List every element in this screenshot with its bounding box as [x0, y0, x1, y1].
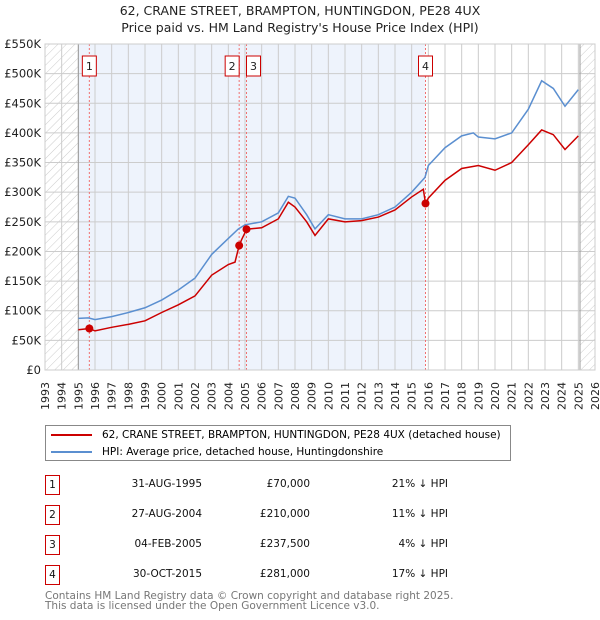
- sale-point: [242, 225, 251, 234]
- x-tick-label: 2017: [439, 382, 452, 410]
- x-tick-label: 2005: [239, 382, 252, 410]
- plot-border: [44, 43, 596, 371]
- sale-row: 4 30-OCT-2015 £281,000 17% ↓ HPI: [45, 565, 448, 585]
- y-tick-label: £500K: [4, 67, 41, 81]
- y-tick-label: £200K: [4, 244, 41, 258]
- sale-row: 1 31-AUG-1995 £70,000 21% ↓ HPI: [45, 475, 448, 495]
- x-tick-label: 1997: [106, 382, 119, 410]
- sale-number-badge: 1: [45, 475, 60, 495]
- y-tick-label: £150K: [4, 274, 41, 288]
- y-tick-label: £450K: [4, 96, 41, 110]
- sale-date: 31-AUG-1995: [131, 478, 202, 490]
- sale-number-box: [246, 55, 261, 77]
- sale-price: £281,000: [259, 568, 310, 580]
- sale-date: 04-FEB-2005: [134, 538, 202, 550]
- sale-number-label: 3: [250, 60, 257, 73]
- sale-date: 27-AUG-2004: [131, 508, 202, 520]
- y-tick-label: £0: [26, 363, 41, 377]
- sale-point: [85, 324, 94, 333]
- footer-copyright: Contains HM Land Registry data © Crown c…: [45, 590, 454, 602]
- x-tick-label: 2001: [172, 382, 185, 410]
- x-tick-label: 2012: [356, 382, 369, 410]
- chart-title-line1: 62, CRANE STREET, BRAMPTON, HUNTINGDON, …: [119, 3, 481, 18]
- x-tick-label: 2018: [456, 382, 469, 410]
- x-tick-label: 2019: [472, 382, 485, 410]
- sale-number-label: 4: [422, 60, 429, 73]
- x-tick-label: 2010: [322, 382, 335, 410]
- property-series-line: [78, 129, 579, 332]
- sale-number-badge: 3: [45, 535, 60, 555]
- x-tick-label: 1994: [56, 382, 69, 410]
- no-data-hatch-right: [580, 44, 595, 370]
- footer: Contains HM Land Registry data © Crown c…: [45, 590, 454, 612]
- x-tick-label: 2003: [206, 382, 219, 410]
- x-tick-label: 2011: [339, 382, 352, 410]
- x-tick-label: 2026: [589, 382, 600, 410]
- x-tick-label: 2009: [306, 382, 319, 410]
- price-chart: 1 2 3 4 1993 1994 1995 1996 1997 1998 1999 2000 2001…: [4, 37, 600, 410]
- legend-label: HPI: Average price, detached house, Hunt…: [102, 446, 384, 458]
- x-tick-label: 1993: [39, 382, 52, 410]
- x-tick-label: 2025: [572, 382, 585, 410]
- x-tick-label: 1999: [139, 382, 152, 410]
- x-tick-label: 1996: [89, 382, 102, 410]
- sale-hpi-diff: 4% ↓ HPI: [398, 538, 448, 550]
- sale-hpi-diff: 21% ↓ HPI: [391, 478, 448, 490]
- x-tick-label: 2024: [556, 382, 569, 410]
- x-tick-label: 1995: [72, 382, 85, 410]
- sale-number-badge: 2: [45, 505, 60, 525]
- legend-swatch-blue: [51, 451, 92, 453]
- x-tick-label: 2021: [506, 382, 519, 410]
- x-tick-label: 2023: [539, 382, 552, 410]
- chart-legend: 62, CRANE STREET, BRAMPTON, HUNTINGDON, …: [45, 425, 511, 461]
- x-tick-label: 2016: [422, 382, 435, 410]
- x-tick-label: 2022: [522, 382, 535, 410]
- x-tick-label: 2015: [406, 382, 419, 410]
- y-tick-label: £350K: [4, 156, 41, 170]
- x-tick-label: 2000: [156, 382, 169, 410]
- sale-point: [235, 241, 244, 250]
- chart-title-line2: Price paid vs. HM Land Registry's House …: [121, 20, 479, 35]
- legend-item-property: 62, CRANE STREET, BRAMPTON, HUNTINGDON, …: [51, 427, 501, 443]
- x-tick-label: 2007: [272, 382, 285, 410]
- y-tick-label: £100K: [4, 304, 41, 318]
- sale-number-badge: 4: [45, 565, 60, 585]
- sale-price: £210,000: [259, 508, 310, 520]
- y-tick-label: £50K: [12, 333, 42, 347]
- legend-label: 62, CRANE STREET, BRAMPTON, HUNTINGDON, …: [102, 429, 501, 441]
- x-tick-label: 2008: [289, 382, 302, 410]
- x-tick-label: 1998: [122, 382, 135, 410]
- y-tick-label: £400K: [4, 126, 41, 140]
- sale-point: [421, 199, 430, 208]
- y-tick-label: £250K: [4, 215, 41, 229]
- sale-row: 3 04-FEB-2005 £237,500 4% ↓ HPI: [45, 535, 448, 555]
- x-tick-label: 2006: [256, 382, 269, 410]
- x-tick-label: 2020: [489, 382, 502, 410]
- hpi-series-line: [78, 79, 579, 321]
- sale-number-box: [81, 55, 97, 77]
- legend-swatch-red: [51, 434, 92, 436]
- y-tick-label: £300K: [4, 185, 41, 199]
- sale-number-box: [418, 55, 433, 77]
- x-tick-label: 2014: [389, 382, 402, 410]
- ownership-shaded-period: [78, 44, 426, 370]
- legend-item-hpi: HPI: Average price, detached house, Hunt…: [51, 444, 383, 460]
- sale-price: £70,000: [266, 478, 310, 490]
- x-tick-label: 2002: [189, 382, 202, 410]
- x-tick-label: 2004: [222, 382, 235, 410]
- sale-number-label: 1: [86, 60, 93, 73]
- sale-price: £237,500: [259, 538, 310, 550]
- sale-number-label: 2: [229, 60, 236, 73]
- sale-date: 30-OCT-2015: [133, 568, 202, 580]
- footer-licence: This data is licensed under the Open Gov…: [45, 600, 380, 612]
- x-tick-label: 2013: [372, 382, 385, 410]
- y-tick-label: £550K: [4, 37, 41, 51]
- sale-hpi-diff: 17% ↓ HPI: [391, 568, 448, 580]
- sale-hpi-diff: 11% ↓ HPI: [391, 508, 448, 520]
- sale-number-box: [224, 55, 240, 77]
- sale-row: 2 27-AUG-2004 £210,000 11% ↓ HPI: [45, 505, 448, 525]
